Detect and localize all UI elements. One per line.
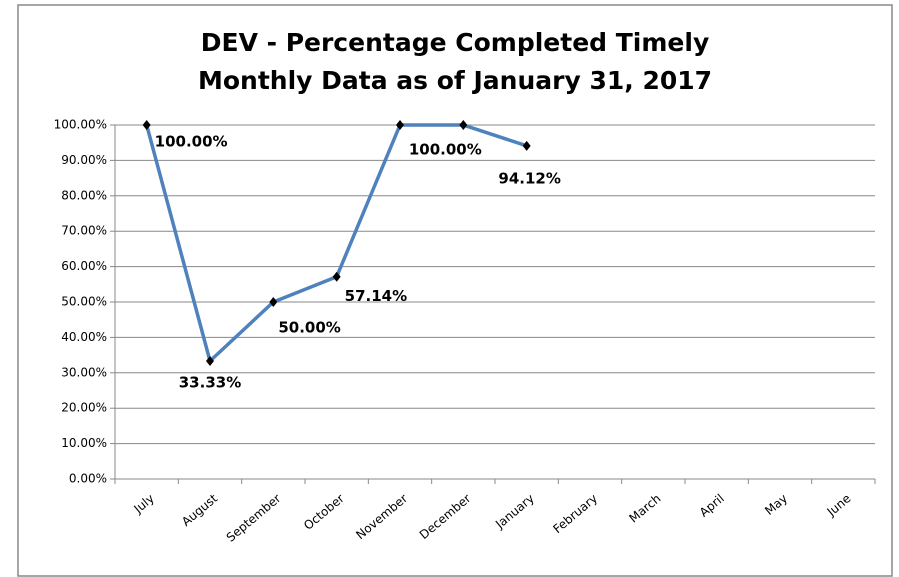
y-tick-label: 70.00% xyxy=(61,224,107,238)
y-tick-label: 80.00% xyxy=(61,188,107,202)
y-tick-label: 40.00% xyxy=(61,330,107,344)
y-tick-label: 30.00% xyxy=(61,365,107,379)
point-marker xyxy=(206,356,214,367)
data-label: 33.33% xyxy=(179,374,241,392)
chart-border xyxy=(17,4,893,577)
chart-subtitle: Monthly Data as of January 31, 2017 xyxy=(198,66,712,95)
point-marker xyxy=(269,297,278,307)
point-marker xyxy=(142,120,151,130)
data-label: 57.14% xyxy=(345,287,407,305)
chart-title: DEV - Percentage Completed Timely xyxy=(201,28,710,57)
y-tick-label: 60.00% xyxy=(61,259,107,273)
point-marker xyxy=(522,140,531,151)
point-marker xyxy=(332,271,341,282)
y-tick-label: 20.00% xyxy=(61,401,107,415)
data-label: 94.12% xyxy=(498,169,560,187)
y-tick-label: 100.00% xyxy=(54,118,107,132)
point-marker xyxy=(396,120,404,130)
y-tick-label: 50.00% xyxy=(61,295,107,309)
data-label: 100.00% xyxy=(409,141,482,159)
point-marker xyxy=(459,120,468,130)
y-tick-label: 90.00% xyxy=(61,153,107,167)
data-label: 50.00% xyxy=(278,319,340,337)
y-tick-label: 10.00% xyxy=(61,436,107,450)
data-label: 100.00% xyxy=(155,133,228,151)
y-tick-label: 0.00% xyxy=(69,472,107,486)
